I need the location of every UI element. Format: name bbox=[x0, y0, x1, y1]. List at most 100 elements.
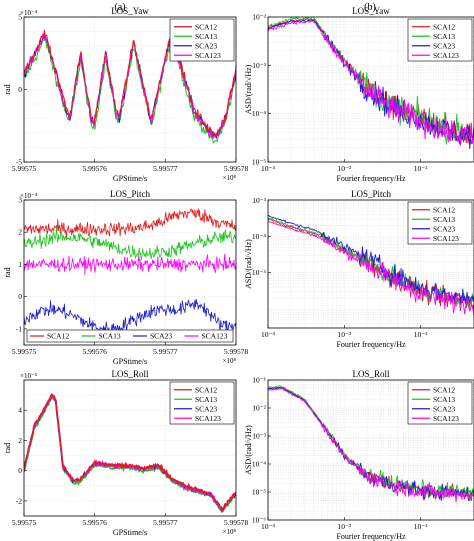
x-tick-label: 10⁻⁴ bbox=[261, 164, 275, 173]
x-axis-label: GPStime/s bbox=[113, 357, 147, 366]
x-tick-label: 5.99577 bbox=[153, 518, 178, 527]
x-tick-label: 5.99577 bbox=[153, 347, 178, 356]
y-tick-label: 2 bbox=[18, 436, 22, 445]
y-tick-label: 2 bbox=[18, 228, 22, 237]
x-tick-label: 10⁻⁴ bbox=[261, 330, 275, 339]
y-tick-label: 10⁻⁵ bbox=[252, 158, 266, 167]
series-sca13 bbox=[268, 217, 474, 310]
y-axis-label: ASD/(rad/√Hz) bbox=[244, 425, 253, 475]
panel-b1: 10⁻⁴ 10⁻³ 10⁻²10⁻⁵10⁻⁴10⁻³10⁻²LOS_YawFouri… bbox=[244, 6, 474, 183]
legend-label: SCA13 bbox=[195, 32, 217, 41]
x-tick-label: 5.99578 bbox=[224, 347, 249, 356]
legend-label: SCA12 bbox=[47, 332, 69, 341]
series-sca123 bbox=[24, 253, 236, 276]
legend-label: SCA23 bbox=[433, 224, 455, 233]
legend-box bbox=[26, 329, 234, 343]
y-tick-label: 10⁻³ bbox=[252, 61, 266, 70]
panel-a1: 5.99575 5.99576 5.99577 5.99578 -5 0 5 ×10⁸ ×10⁻… bbox=[3, 6, 248, 183]
x-tick-label: 5.99575 bbox=[12, 347, 37, 356]
series-group bbox=[24, 29, 236, 144]
y-tick-label: 10⁻⁴ bbox=[252, 460, 266, 469]
legend-label: SCA12 bbox=[433, 205, 455, 214]
panel-title: LOS_Pitch bbox=[351, 189, 392, 199]
series-sca23 bbox=[268, 18, 474, 149]
legend-label: SCA23 bbox=[433, 41, 455, 50]
panel-title: LOS_Yaw bbox=[352, 6, 390, 16]
x-axis-label: Fourier frequency/Hz bbox=[336, 532, 406, 541]
y-tick-label: 10⁻⁴ bbox=[252, 109, 266, 118]
axes-frame bbox=[23, 199, 237, 346]
y-axis-label: rad bbox=[3, 443, 12, 453]
y-exponent: ×10⁻⁴ bbox=[20, 9, 38, 17]
x-exponent: ×10⁸ bbox=[223, 174, 237, 182]
x-tick-label: 5.99576 bbox=[82, 164, 107, 173]
x-tick-label: 10⁻² bbox=[414, 164, 428, 173]
y-tick-label: 10⁻³ bbox=[252, 196, 266, 205]
x-tick-label: 5.99576 bbox=[82, 347, 107, 356]
legend-box bbox=[169, 18, 235, 62]
y-tick-label: 5 bbox=[18, 13, 22, 22]
legend-box bbox=[407, 381, 473, 425]
x-tick-label: 10⁻⁴ bbox=[261, 522, 275, 531]
legend-label: SCA123 bbox=[195, 51, 221, 60]
x-exponent: ×10⁸ bbox=[223, 528, 237, 536]
x-tick-label: 10⁻³ bbox=[337, 330, 351, 339]
series-sca123 bbox=[268, 221, 474, 317]
series-sca13 bbox=[268, 385, 474, 501]
legend-label: SCA13 bbox=[195, 395, 217, 404]
x-axis-label: Fourier frequency/Hz bbox=[336, 340, 406, 349]
legend-label: SCA12 bbox=[433, 385, 455, 394]
series-group bbox=[24, 208, 236, 336]
legend-box bbox=[407, 18, 473, 62]
x-tick-label: 10⁻² bbox=[414, 330, 428, 339]
series-sca123 bbox=[268, 387, 474, 503]
x-tick-label: 5.99576 bbox=[82, 518, 107, 527]
y-axis-label: ASD/(rad/√Hz) bbox=[244, 239, 253, 289]
y-axis-label: ASD/(rad/√Hz) bbox=[244, 64, 253, 114]
series-sca12 bbox=[24, 208, 236, 239]
x-tick-label: 5.99575 bbox=[12, 518, 37, 527]
y-tick-label: 4 bbox=[18, 406, 22, 415]
legend-label: SCA123 bbox=[433, 234, 459, 243]
series-sca13 bbox=[24, 227, 236, 261]
y-tick-label: 0 bbox=[18, 466, 22, 475]
legend-box bbox=[407, 201, 473, 245]
legend-label: SCA123 bbox=[202, 332, 228, 341]
x-axis-label: GPStime/s bbox=[113, 528, 147, 537]
y-tick-label: -5 bbox=[16, 158, 22, 167]
series-group bbox=[268, 215, 474, 317]
y-tick-label: 10⁻¹ bbox=[252, 376, 266, 385]
y-tick-label: 10⁻² bbox=[252, 13, 266, 22]
x-tick-label: 10⁻³ bbox=[337, 522, 351, 531]
series-sca23 bbox=[268, 386, 474, 502]
x-tick-label: 5.99575 bbox=[12, 164, 37, 173]
x-tick-label: 10⁻² bbox=[414, 522, 428, 531]
series-group bbox=[268, 385, 474, 503]
panel-title: LOS_Pitch bbox=[110, 189, 151, 199]
y-tick-label: -1 bbox=[16, 324, 22, 333]
y-tick-label: 10⁻⁴ bbox=[252, 232, 266, 241]
y-tick-label: -2 bbox=[16, 496, 22, 505]
series-sca12 bbox=[24, 393, 236, 514]
legend-label: SCA23 bbox=[150, 332, 172, 341]
legend-label: SCA23 bbox=[433, 404, 455, 413]
axes-frame bbox=[267, 16, 474, 163]
x-tick-label: 5.99578 bbox=[224, 164, 249, 173]
legend-label: SCA12 bbox=[195, 22, 217, 31]
panel-title: LOS_Roll bbox=[352, 369, 390, 379]
legend-label: SCA123 bbox=[433, 51, 459, 60]
y-tick-label: 10⁻³ bbox=[252, 432, 266, 441]
legend-label: SCA13 bbox=[433, 395, 455, 404]
legend-label: SCA123 bbox=[195, 414, 221, 423]
series-group bbox=[24, 393, 236, 514]
series-sca23 bbox=[24, 299, 236, 336]
col-label-b: (b) bbox=[364, 2, 376, 13]
y-tick-label: 10⁻⁶ bbox=[252, 516, 266, 525]
y-tick-label: 0 bbox=[18, 292, 22, 301]
axes-frame bbox=[267, 379, 474, 521]
